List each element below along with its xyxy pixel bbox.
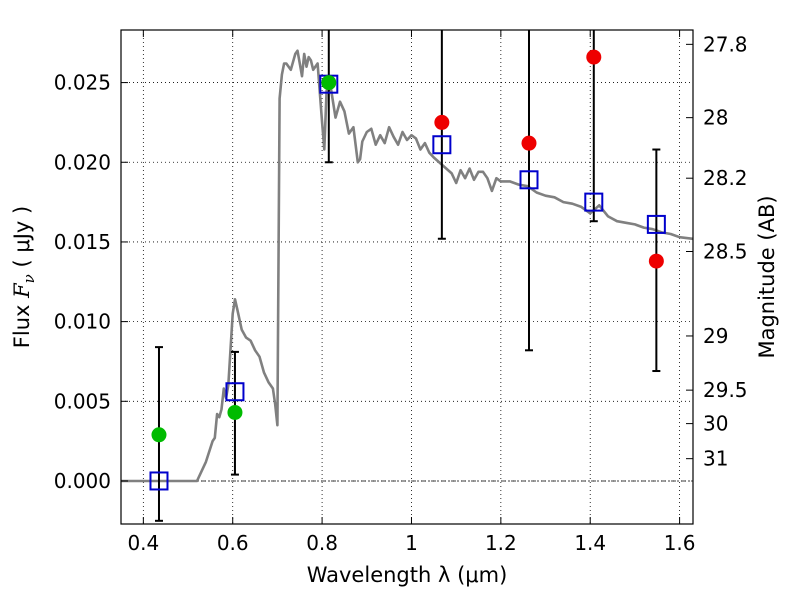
x-tick-label: 1.4	[574, 531, 606, 555]
y-tick-label: 0.015	[54, 230, 111, 254]
x-tick-label: 1	[405, 531, 418, 555]
observed-point-marker	[151, 427, 167, 443]
model-square-marker	[584, 192, 604, 212]
model-square-marker	[225, 382, 245, 402]
model-square-marker	[432, 135, 452, 155]
observed-point-marker	[227, 404, 243, 420]
x-tick-label: 1.2	[485, 531, 517, 555]
ticks: 0.4 0.6 0.8 1 1.2 1.4 1.6 0.000 0.005 0.010 0.015 0…	[54, 30, 748, 555]
observed-point-marker	[648, 253, 664, 269]
mag-tick-label: 28.2	[703, 166, 748, 190]
model-square-marker	[519, 170, 539, 190]
gridlines	[121, 30, 693, 524]
mag-tick-label: 29	[703, 324, 728, 348]
y-tick-label: 0.005	[54, 389, 111, 413]
mag-tick-label: 29.5	[703, 378, 748, 402]
observed-point-marker	[521, 135, 537, 151]
observed-point-marker	[321, 75, 337, 91]
y-tick-label: 0.000	[54, 469, 111, 493]
spectrum-line	[121, 49, 693, 483]
y-tick-label: 0.010	[54, 310, 111, 334]
x-axis-title: Wavelength λ (μm)	[307, 563, 508, 587]
x-tick-label: 0.6	[217, 531, 249, 555]
mag-tick-label: 28.5	[703, 240, 748, 264]
observed-point-marker	[434, 114, 450, 130]
x-tick-label: 1.6	[664, 531, 696, 555]
mag-tick-label: 28	[703, 106, 728, 130]
x-tick-label: 0.8	[306, 531, 338, 555]
observed-point-marker	[586, 49, 602, 65]
data-layer	[121, 30, 693, 522]
y-tick-label: 0.025	[54, 71, 111, 95]
plot-frame	[120, 29, 694, 525]
x-tick-label: 0.4	[127, 531, 159, 555]
model-square-marker	[149, 471, 169, 491]
y-axis-title: Flux Fν ( μJy )	[10, 206, 38, 348]
y2-axis-title: Magnitude (AB)	[755, 195, 779, 358]
mag-tick-label: 31	[703, 447, 728, 471]
model-square-marker	[646, 214, 666, 234]
y-tick-label: 0.020	[54, 150, 111, 174]
mag-tick-label: 30	[703, 412, 728, 436]
plot-background	[121, 30, 693, 524]
mag-tick-label: 27.8	[703, 32, 748, 56]
